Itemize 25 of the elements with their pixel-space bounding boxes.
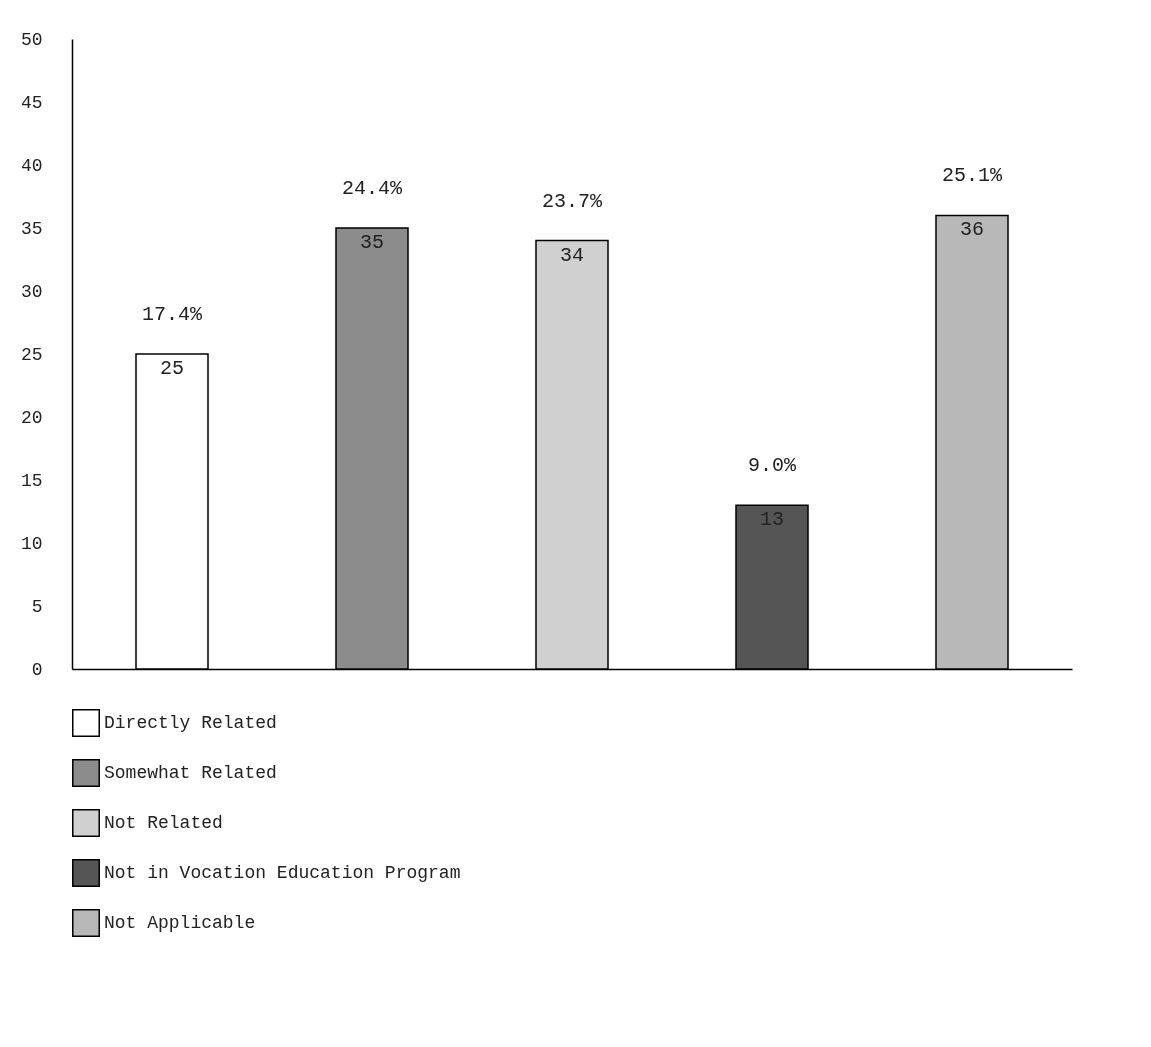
legend-label: Not Related — [104, 813, 223, 833]
y-tick-label: 10 — [20, 533, 43, 554]
y-tick-label: 20 — [20, 407, 43, 428]
data-label: 25 — [159, 357, 185, 380]
annotation: 17.4% — [141, 303, 203, 326]
y-tick-label: 15 — [20, 470, 43, 491]
annotation: 23.7% — [541, 189, 603, 213]
annotation: 9.0% — [747, 454, 797, 478]
y-tick-label: 45 — [20, 92, 43, 113]
annotation: 25.1% — [941, 164, 1003, 188]
legend-label: Directly Related — [104, 713, 277, 733]
y-tick-label: 40 — [20, 155, 43, 176]
y-tick-label: 50 — [20, 29, 43, 50]
legend-label: Not Applicable — [104, 913, 256, 933]
legend-label: Somewhat Related — [104, 763, 277, 783]
y-tick-label: 30 — [20, 281, 43, 302]
y-tick-label: 35 — [20, 218, 43, 239]
data-label: 35 — [359, 231, 385, 254]
legend-label: Not in Vocation Education Program — [104, 863, 461, 883]
annotation: 24.4% — [341, 177, 403, 200]
y-tick-label: 25 — [20, 344, 43, 365]
data-label: 34 — [559, 243, 585, 267]
y-tick-label: 5 — [31, 596, 43, 617]
y-tick-label: 0 — [31, 659, 43, 680]
data-label: 36 — [959, 218, 985, 242]
